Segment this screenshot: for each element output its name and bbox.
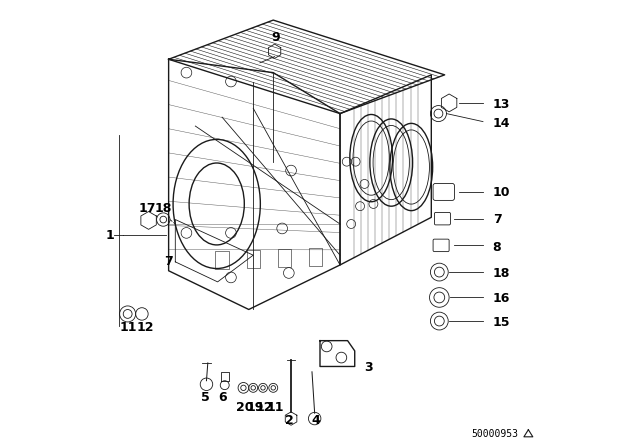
Text: 6: 6: [219, 391, 227, 404]
Text: 4: 4: [311, 414, 320, 427]
Text: 16: 16: [493, 292, 510, 305]
Text: 50000953: 50000953: [472, 429, 518, 439]
Text: 1: 1: [106, 228, 114, 241]
Text: 18: 18: [493, 267, 510, 280]
Text: 17: 17: [138, 202, 156, 215]
Text: 10: 10: [493, 186, 510, 199]
Text: 14: 14: [493, 117, 510, 130]
Text: 11: 11: [120, 321, 138, 334]
Text: 3: 3: [364, 361, 372, 374]
Text: 18: 18: [155, 202, 172, 215]
Text: 12: 12: [137, 321, 154, 334]
Text: 15: 15: [493, 316, 510, 329]
Text: 12: 12: [255, 401, 273, 414]
Text: 7: 7: [164, 255, 173, 268]
Text: 2: 2: [285, 414, 294, 427]
Text: 20: 20: [236, 401, 253, 414]
Text: 7: 7: [493, 213, 502, 226]
Text: 5: 5: [201, 391, 209, 404]
Text: 19: 19: [247, 401, 264, 414]
Text: 8: 8: [493, 241, 501, 254]
Text: 11: 11: [267, 401, 284, 414]
Text: 13: 13: [493, 98, 510, 111]
Text: 9: 9: [271, 31, 280, 44]
